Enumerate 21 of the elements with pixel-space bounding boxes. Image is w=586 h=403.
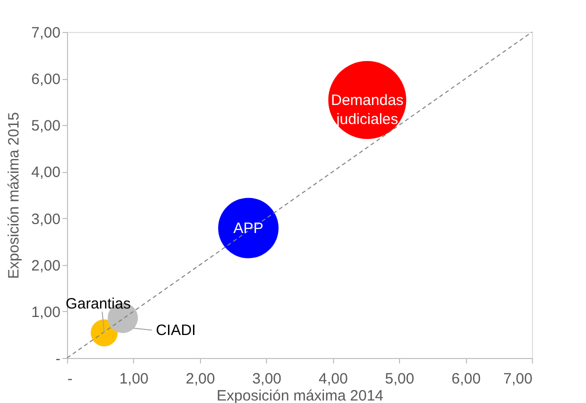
x-tick-label: 6,00 — [451, 370, 481, 388]
x-tick-label: 5,00 — [385, 370, 414, 388]
y-tick-label: - — [56, 350, 60, 368]
series-label: APP — [233, 220, 264, 238]
y-axis-title: Exposición máxima 2015 — [5, 112, 22, 279]
x-tick-label: 2,00 — [186, 370, 215, 388]
y-tick-label: 5,00 — [31, 118, 60, 135]
y-tick-label: 1,00 — [31, 304, 60, 321]
series-label: CIADI — [156, 322, 196, 339]
x-tick-label: 1,00 — [119, 370, 149, 388]
series-label: Demandas judiciales — [330, 92, 404, 128]
y-tick-label: 2,00 — [31, 257, 60, 274]
y-tick-label: 7,00 — [31, 24, 60, 42]
x-tick-label: 4,00 — [318, 370, 348, 388]
y-tick-label: 6,00 — [31, 71, 60, 88]
series-label: Garantias — [66, 296, 131, 313]
x-tick-label: 3,00 — [252, 370, 282, 388]
x-tick-label: 7,00 — [503, 370, 532, 388]
y-tick-label: 3,00 — [31, 210, 60, 228]
x-tick-label: - — [68, 370, 72, 388]
y-tick-label: 4,00 — [31, 164, 60, 182]
